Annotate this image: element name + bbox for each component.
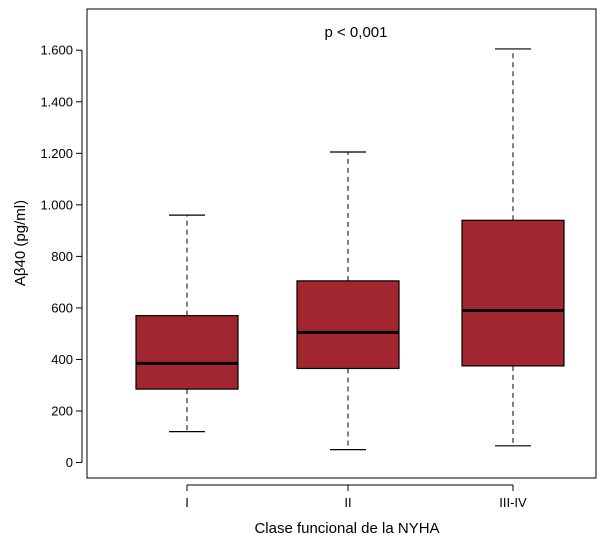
- x-axis: I II III-IV: [185, 484, 527, 510]
- y-tick-label: 1.200: [40, 146, 73, 161]
- x-tick-label: III-IV: [499, 495, 527, 510]
- y-axis: 0 200 400 600 800 1.000 1.200 1.400 1.600: [40, 43, 83, 470]
- plot-frame: [86, 8, 597, 479]
- y-axis-title: Aβ40 (pg/ml): [12, 200, 29, 286]
- x-axis-title: Clase funcional de la NYHA: [254, 520, 439, 537]
- y-tick-label: 1.000: [40, 197, 73, 212]
- p-value-annotation: p < 0,001: [325, 24, 388, 41]
- y-tick-label: 1.400: [40, 94, 73, 109]
- iqr-box: [461, 219, 565, 367]
- y-tick-label: 0: [66, 455, 73, 470]
- box-group: [296, 151, 400, 451]
- iqr-box: [296, 280, 400, 370]
- iqr-box: [135, 315, 239, 390]
- y-tick-label: 600: [51, 300, 73, 315]
- boxes: [135, 48, 565, 451]
- y-tick-label: 200: [51, 404, 73, 419]
- box-group: [135, 214, 239, 433]
- y-tick-label: 800: [51, 249, 73, 264]
- x-tick-label: II: [344, 495, 351, 510]
- box-group: [461, 48, 565, 447]
- y-tick-label: 1.600: [40, 43, 73, 58]
- x-tick-label: I: [185, 495, 189, 510]
- y-tick-label: 400: [51, 352, 73, 367]
